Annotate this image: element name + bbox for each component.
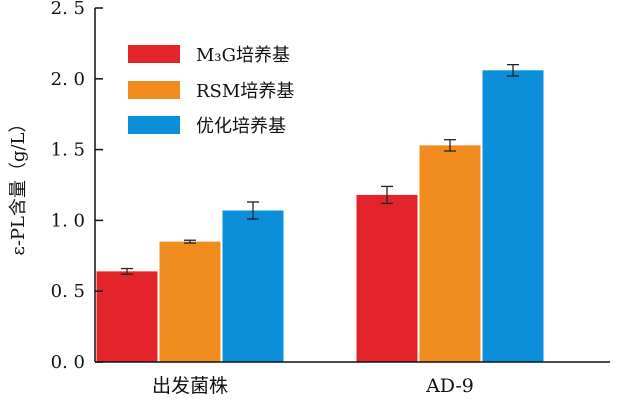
legend-swatch [128,116,180,134]
legend-swatch [128,81,180,99]
bar [159,241,221,362]
bar [356,194,418,362]
y-tick-label: 1. 0 [51,210,85,231]
bars-layer [96,70,544,362]
y-tick-label: 0. 5 [51,281,85,302]
error-bars-layer [121,63,519,275]
y-tick-label: 2. 0 [51,69,85,90]
y-tick-label: 0. 0 [51,352,85,373]
bar [482,70,544,362]
y-tick-label: 2. 5 [51,0,85,19]
y-tick-label: 1. 5 [51,140,85,161]
legend-swatch [128,45,180,63]
bar [96,271,158,362]
axes [94,8,610,363]
bar [222,210,284,362]
y-axis-label: ε-PL含量（g/L） [8,114,29,255]
x-category-label: AD-9 [425,375,474,397]
x-category-label: 出发菌株 [152,375,228,397]
legend-label: M₃G培养基 [196,45,290,66]
legend-label: 优化培养基 [196,116,286,137]
x-category-labels: 出发菌株 AD-9 [152,375,474,397]
bar [419,145,481,362]
y-ticks: 0. 0 0. 5 1. 0 1. 5 2. 0 2. 5 [51,0,103,373]
legend-label: RSM培养基 [196,81,294,102]
